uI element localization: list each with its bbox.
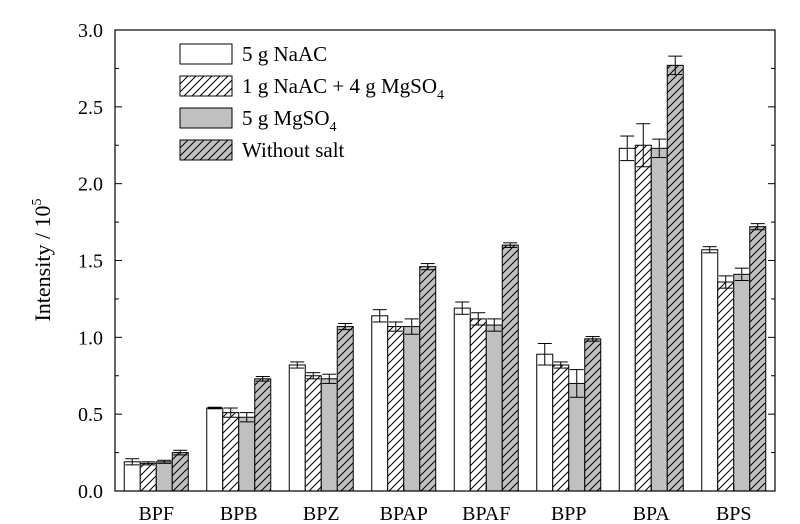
x-tick-label-bpaf: BPAF xyxy=(462,503,510,524)
bar-bpaf-series-3 xyxy=(485,324,503,492)
x-tick-label-bps: BPS xyxy=(716,503,752,524)
bar-bps-series-3 xyxy=(733,273,751,492)
bar-bpb-series-1 xyxy=(206,407,224,492)
error-bar-bpb-series-4 xyxy=(255,376,270,382)
error-bar-bpaf-series-3 xyxy=(487,318,502,332)
y-tick-label: 1.0 xyxy=(78,327,103,349)
legend-swatch xyxy=(179,43,233,65)
legend-label: 1 g NaAC + 4 g MgSO4 xyxy=(242,74,444,103)
legend-item-1: 5 g NaAC xyxy=(179,42,327,66)
x-tick-label-bpa: BPA xyxy=(633,503,671,524)
error-bar-bps-series-2 xyxy=(718,275,733,289)
error-bar-bpb-series-3 xyxy=(239,412,254,423)
y-tick-label: 3.0 xyxy=(78,20,103,42)
bar-bpf-series-2 xyxy=(139,462,157,492)
x-tick-label-bpf: BPF xyxy=(138,503,174,524)
legend-swatch xyxy=(179,139,233,161)
error-bar-bpf-series-2 xyxy=(141,461,156,466)
bar-bps-series-2 xyxy=(717,281,735,492)
error-bar-bpaf-series-4 xyxy=(503,242,518,248)
error-bar-bpa-series-3 xyxy=(652,138,667,159)
bar-bpz-series-2 xyxy=(304,375,322,492)
legend-label: Without salt xyxy=(242,138,345,162)
bar-bpp-series-1 xyxy=(536,353,554,492)
bar-bps-series-1 xyxy=(701,249,719,492)
error-bar-bpap-series-1 xyxy=(372,309,387,323)
bar-bpf-series-3 xyxy=(155,461,173,492)
axes-layer: 0.0 0.5 1.0 1.5 2.0 2.5 3.0 BPF BPB BPZ BPAP BPAF BP… xyxy=(78,20,776,524)
bar-bpa-series-3 xyxy=(650,147,668,492)
y-axis-title-superscript: 5 xyxy=(30,198,45,205)
y-tick-label: 2.5 xyxy=(78,97,103,119)
error-bar-bpap-series-4 xyxy=(420,263,435,271)
y-axis-title: Intensity / 105 xyxy=(30,198,55,321)
error-bar-bpp-series-4 xyxy=(585,336,600,342)
bar-bpb-series-2 xyxy=(222,412,240,492)
error-bar-bpaf-series-2 xyxy=(471,312,486,326)
bar-bpa-series-1 xyxy=(618,147,636,492)
bar-bpb-series-4 xyxy=(254,378,272,492)
error-bar-bpf-series-1 xyxy=(125,458,140,466)
legend-item-3: 5 g MgSO4 xyxy=(179,106,337,135)
error-bar-bpf-series-3 xyxy=(157,459,172,464)
x-tick-label-bpp: BPP xyxy=(551,503,587,524)
error-bar-bpb-series-1 xyxy=(207,406,222,410)
error-bar-bpb-series-2 xyxy=(223,407,238,418)
error-bar-bpz-series-3 xyxy=(322,373,337,384)
error-bar-bpp-series-3 xyxy=(569,369,584,398)
bar-bpap-series-1 xyxy=(371,315,389,492)
bar-bpz-series-4 xyxy=(336,326,354,492)
bar-bpp-series-2 xyxy=(552,364,570,492)
bars-layer xyxy=(123,64,767,492)
bar-bpp-series-4 xyxy=(584,338,602,492)
error-bar-bpp-series-2 xyxy=(553,361,568,369)
error-bar-bpa-series-2 xyxy=(636,123,651,168)
bar-bpap-series-2 xyxy=(387,326,405,492)
error-bar-bpz-series-2 xyxy=(306,372,321,380)
y-tick-label: 1.5 xyxy=(78,251,103,273)
bar-bpap-series-4 xyxy=(419,266,437,492)
error-bar-bpa-series-4 xyxy=(668,55,683,76)
legend-item-4: Without salt xyxy=(179,138,345,162)
bar-bpb-series-3 xyxy=(238,416,256,492)
bar-bpf-series-1 xyxy=(123,461,141,492)
x-tick-label-bpb: BPB xyxy=(220,503,258,524)
legend-swatch xyxy=(179,107,233,129)
error-bar-bps-series-4 xyxy=(750,223,765,231)
x-tick-label-bpz: BPZ xyxy=(303,503,340,524)
error-bar-bps-series-3 xyxy=(734,267,749,281)
bar-bpz-series-3 xyxy=(320,378,338,492)
bar-bpa-series-2 xyxy=(634,144,652,492)
bar-bps-series-4 xyxy=(749,226,767,492)
error-bar-bpp-series-1 xyxy=(537,342,552,366)
error-bar-bpf-series-4 xyxy=(173,449,188,456)
y-tick-label: 2.0 xyxy=(78,174,103,196)
error-bar-bps-series-1 xyxy=(702,246,717,254)
error-bar-bpa-series-1 xyxy=(620,135,635,162)
bar-bpap-series-3 xyxy=(403,326,421,492)
error-bar-bpaf-series-1 xyxy=(455,301,470,315)
bar-bpaf-series-1 xyxy=(453,307,471,492)
y-tick-label: 0.5 xyxy=(78,404,103,426)
y-axis-title-text: Intensity / 10 xyxy=(30,205,55,321)
x-tick-label-bpap: BPAP xyxy=(380,503,428,524)
legend-label: 5 g MgSO4 xyxy=(242,106,337,135)
bar-bpp-series-3 xyxy=(568,382,586,492)
y-tick-label: 0.0 xyxy=(78,481,103,503)
error-bar-bpz-series-1 xyxy=(290,361,305,369)
bar-bpa-series-4 xyxy=(666,64,684,492)
legend-label: 5 g NaAC xyxy=(242,42,327,66)
bar-bpz-series-1 xyxy=(288,364,306,492)
error-bar-bpap-series-3 xyxy=(404,318,419,335)
error-bar-bpz-series-4 xyxy=(338,323,353,331)
error-bar-bpap-series-2 xyxy=(388,321,403,332)
legend-item-2: 1 g NaAC + 4 g MgSO4 xyxy=(179,74,444,103)
legend: 5 g NaAC 1 g NaAC + 4 g MgSO4 5 g MgSO4 Wit… xyxy=(179,42,444,162)
legend-swatch xyxy=(179,75,233,97)
bar-bpaf-series-4 xyxy=(501,244,519,492)
bar-bpf-series-4 xyxy=(171,452,189,492)
bar-bpaf-series-2 xyxy=(469,318,487,492)
error-bars-layer xyxy=(125,55,765,466)
